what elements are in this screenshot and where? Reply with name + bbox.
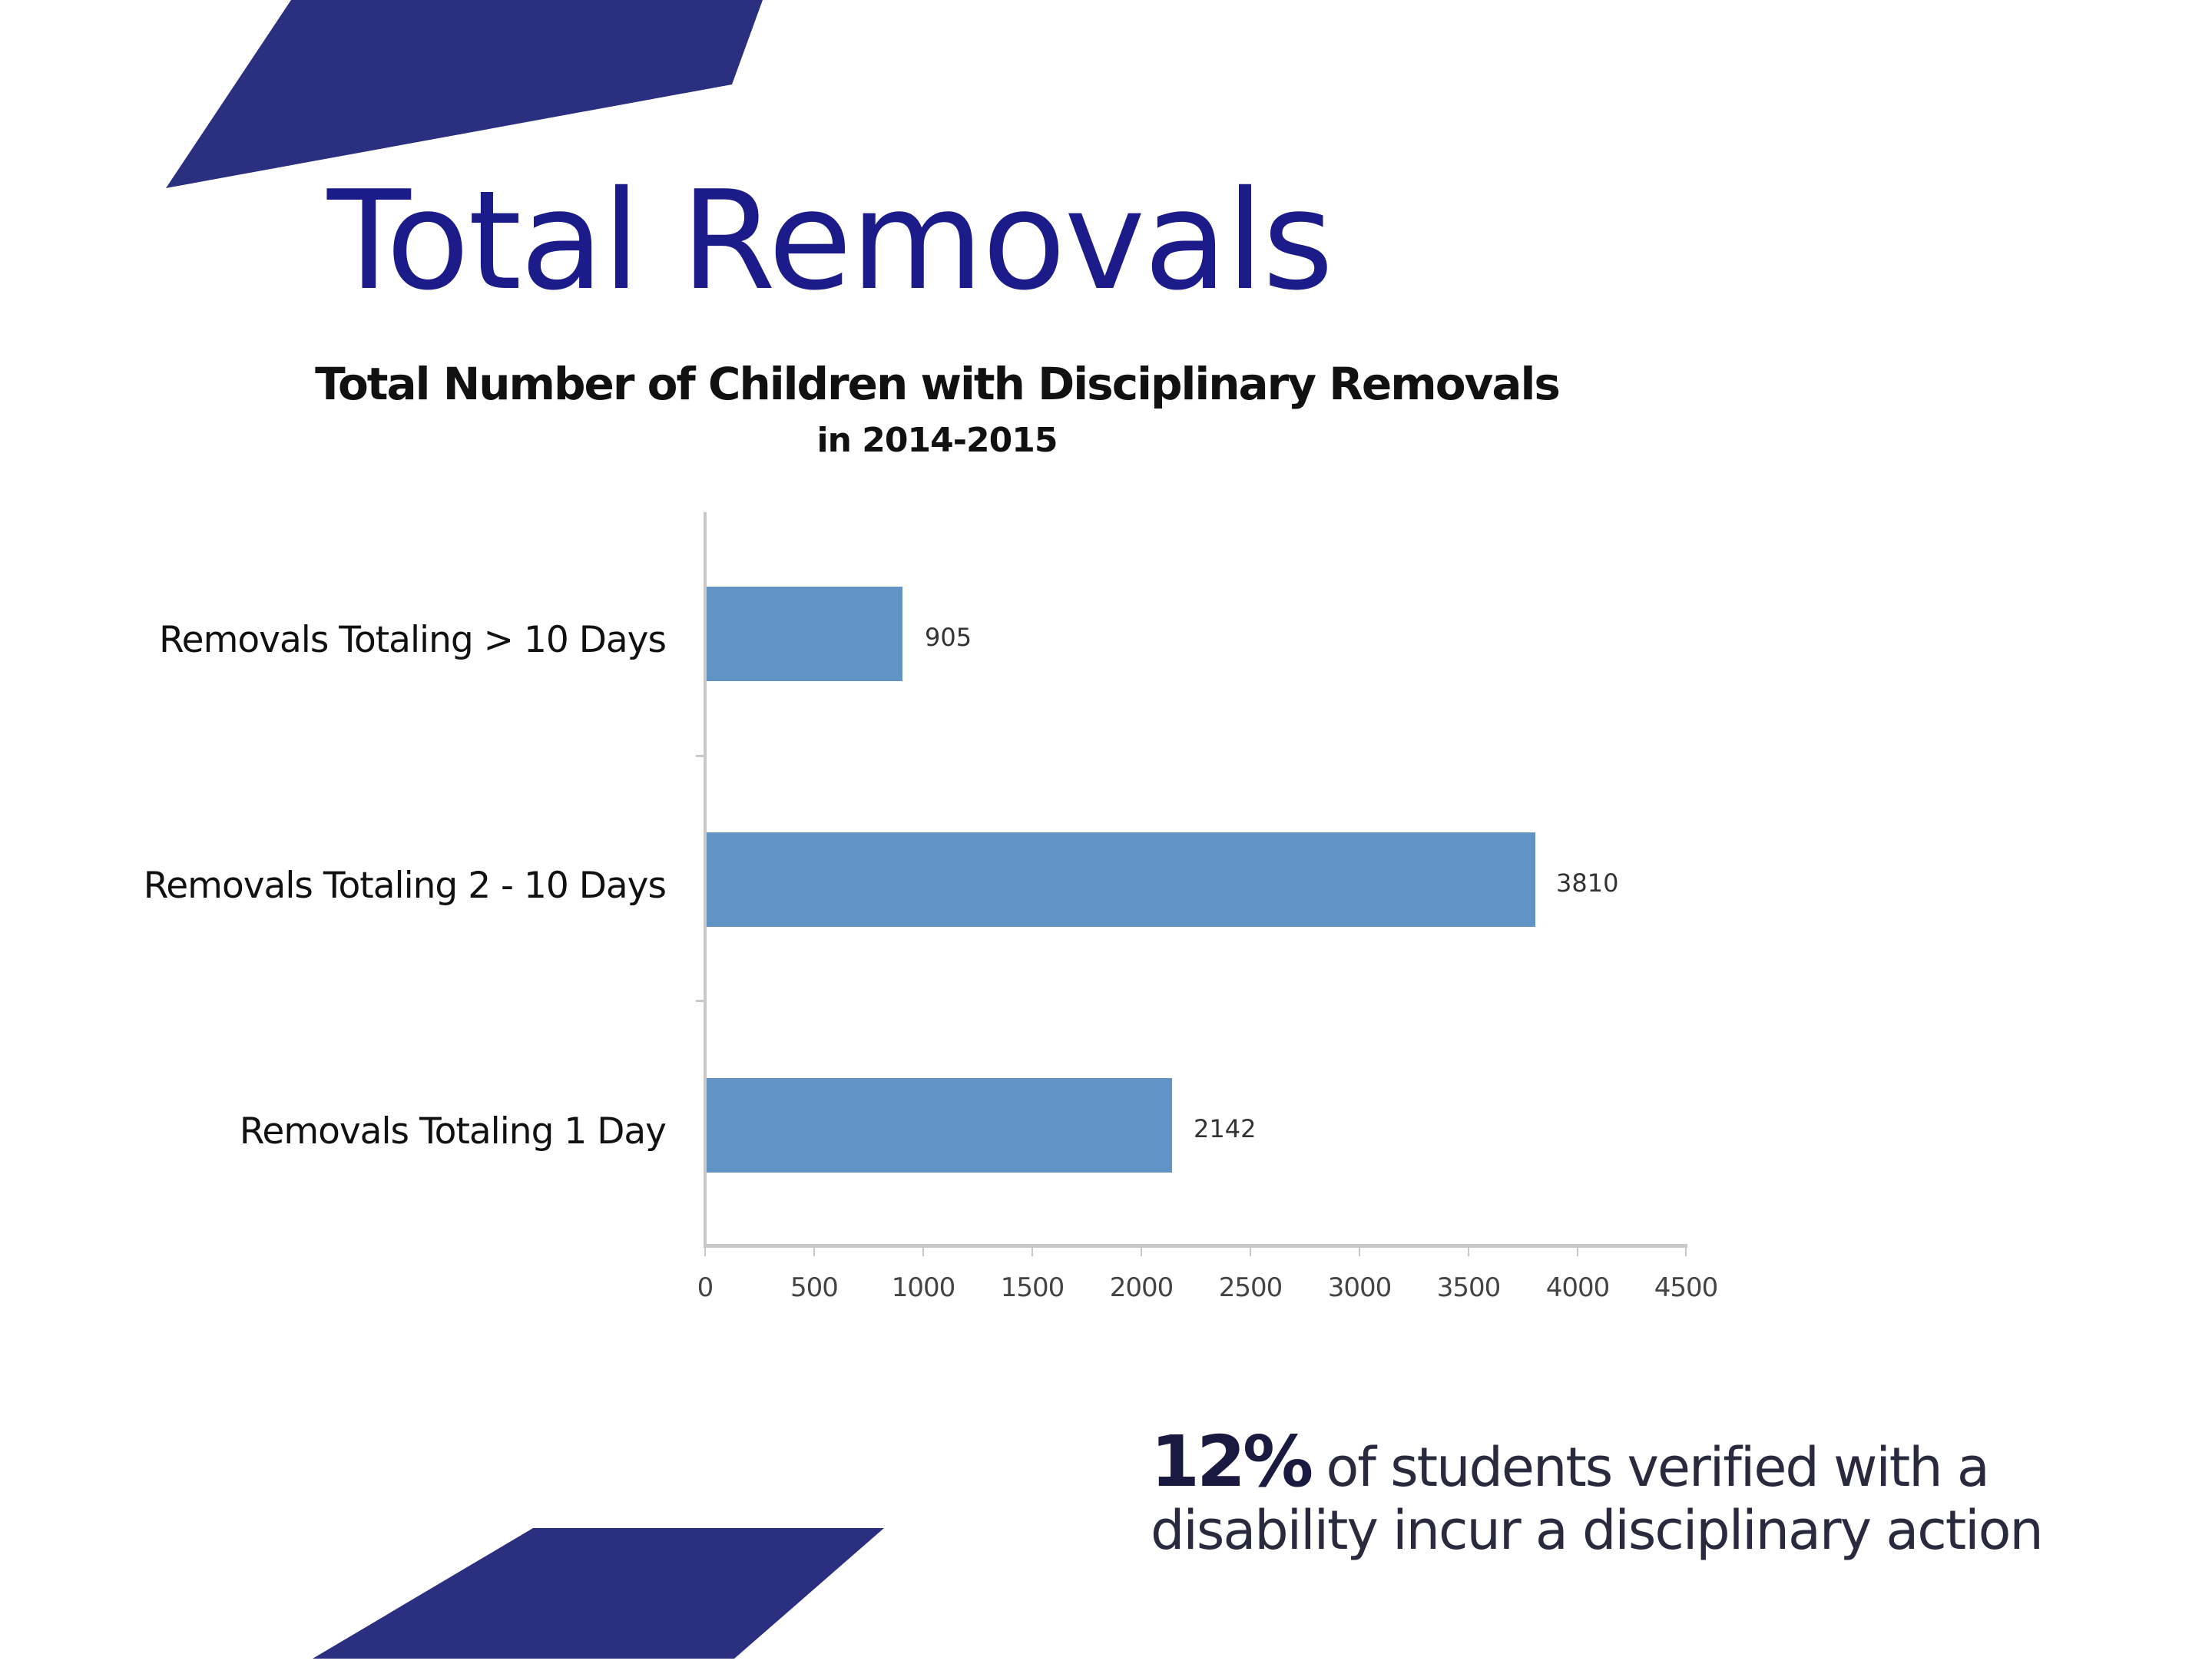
x-tick-label: 3000 [1327,1272,1392,1303]
callout-line-1-text: of students verified with a [1310,1436,1989,1499]
x-tick-label: 1000 [891,1272,956,1303]
x-axis-line [704,1244,1687,1248]
bar-2-to-10-days [707,832,1535,927]
x-tick-mark [1031,1246,1033,1256]
bottom-parallelogram-shape [313,1528,884,1659]
x-tick-mark [1468,1246,1469,1256]
x-tick-label: 500 [790,1272,839,1303]
x-tick-mark [1685,1246,1687,1256]
value-label: 3810 [1556,868,1619,898]
category-label: Removals Totaling 2 - 10 Days [143,865,667,907]
slide-title: Total Removals [327,161,1333,320]
chart-title: Total Number of Children with Disciplina… [315,358,1561,410]
top-parallelogram-shape [166,0,763,188]
category-label: Removals Totaling > 10 Days [159,619,667,661]
chart-subtitle: in 2014-2015 [816,421,1058,460]
x-tick-label: 2000 [1109,1272,1174,1303]
x-tick-mark [1359,1246,1360,1256]
x-tick-mark [704,1246,706,1256]
bar-over-10-days [707,587,902,681]
x-tick-label: 1500 [1000,1272,1065,1303]
y-axis-tick [696,1000,705,1002]
x-tick-mark [1250,1246,1251,1256]
x-tick-mark [813,1246,815,1256]
x-tick-label: 4500 [1654,1272,1719,1303]
category-label: Removals Totaling 1 Day [239,1110,667,1153]
x-tick-label: 4000 [1545,1272,1611,1303]
x-tick-label: 3500 [1436,1272,1502,1303]
callout-highlight: 12% [1151,1421,1313,1503]
y-axis-line [704,512,707,1247]
bar-1-day [707,1078,1172,1173]
value-label: 2142 [1194,1114,1257,1143]
value-label: 905 [925,623,972,652]
callout-line-2: disability incur a disciplinary action [1151,1499,2044,1562]
x-tick-label: 0 [697,1272,714,1303]
x-tick-mark [1577,1246,1578,1256]
y-axis-tick [696,755,705,757]
x-tick-mark [1141,1246,1142,1256]
callout-line-1: 12% of students verified with a [1151,1427,1990,1499]
x-tick-mark [922,1246,924,1256]
x-tick-label: 2500 [1218,1272,1283,1303]
